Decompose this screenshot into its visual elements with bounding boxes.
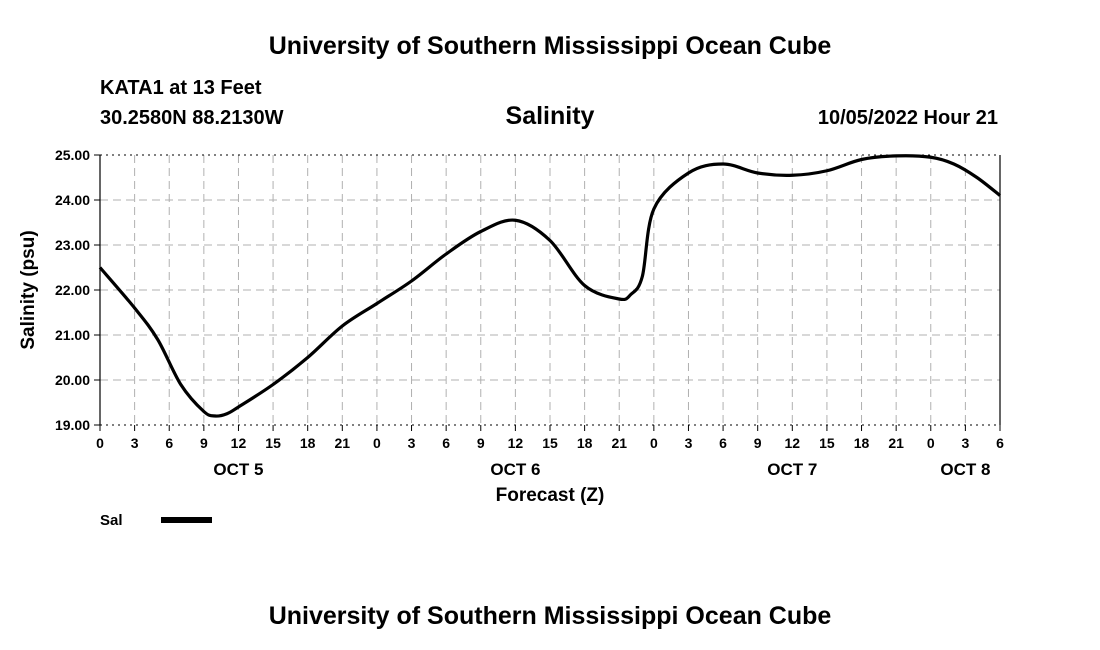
- day-label: OCT 6: [490, 460, 540, 479]
- x-tick-label: 18: [300, 435, 316, 451]
- plot-area: 0 3 6 9 12 15 18 21 0 3 6 9 12 15 18 21 0 3 6 9 12 15 18 21 0 3 6 1…: [55, 147, 1004, 479]
- x-tick-label: 15: [265, 435, 281, 451]
- x-tick-label: 12: [231, 435, 247, 451]
- series-line-sal: [98, 154, 1001, 418]
- x-tick-label: 3: [408, 435, 416, 451]
- y-tick-label: 20.00: [55, 372, 90, 388]
- x-tick-label: 6: [165, 435, 173, 451]
- x-tick-label: 21: [335, 435, 351, 451]
- x-tick-label: 18: [577, 435, 593, 451]
- y-axis-label: Salinity (psu): [18, 230, 39, 349]
- station-label: KATA1 at 13 Feet: [100, 77, 262, 99]
- x-tick-label: 6: [996, 435, 1004, 451]
- legend-label: Sal: [100, 512, 123, 529]
- x-tick-label: 3: [961, 435, 969, 451]
- x-tick-label: 21: [611, 435, 627, 451]
- x-tick-label: 9: [477, 435, 485, 451]
- y-tick-label: 24.00: [55, 192, 90, 208]
- x-axis-label: Forecast (Z): [496, 485, 605, 506]
- x-tick-label: 18: [854, 435, 870, 451]
- y-tick-label: 22.00: [55, 282, 90, 298]
- x-tick-label: 21: [888, 435, 904, 451]
- x-tick-label: 3: [685, 435, 693, 451]
- day-label: OCT 8: [940, 460, 990, 479]
- x-tick-label: 0: [96, 435, 104, 451]
- x-tick-label: 15: [542, 435, 558, 451]
- x-tick-label: 9: [754, 435, 762, 451]
- y-tick-label: 23.00: [55, 237, 90, 253]
- x-tick-label: 12: [785, 435, 801, 451]
- chart-title: Salinity: [506, 102, 595, 130]
- forecast-timestamp: 10/05/2022 Hour 21: [818, 107, 998, 129]
- x-tick-label: 9: [200, 435, 208, 451]
- x-tick-label: 6: [719, 435, 727, 451]
- x-tick-label: 0: [373, 435, 381, 451]
- x-tick-label: 0: [927, 435, 935, 451]
- x-tick-label: 12: [508, 435, 524, 451]
- day-label: OCT 7: [767, 460, 817, 479]
- day-label: OCT 5: [213, 460, 263, 479]
- y-tick-label: 21.00: [55, 327, 90, 343]
- x-tick-label: 15: [819, 435, 835, 451]
- x-tick-label: 6: [442, 435, 450, 451]
- x-tick-label: 3: [131, 435, 139, 451]
- y-tick-label: 19.00: [55, 417, 90, 433]
- x-tick-label: 0: [650, 435, 658, 451]
- station-coordinates: 30.2580N 88.2130W: [100, 107, 284, 129]
- footer-title: University of Southern Mississippi Ocean…: [269, 602, 832, 630]
- y-tick-label: 25.00: [55, 147, 90, 163]
- page-title: University of Southern Mississippi Ocean…: [269, 32, 832, 60]
